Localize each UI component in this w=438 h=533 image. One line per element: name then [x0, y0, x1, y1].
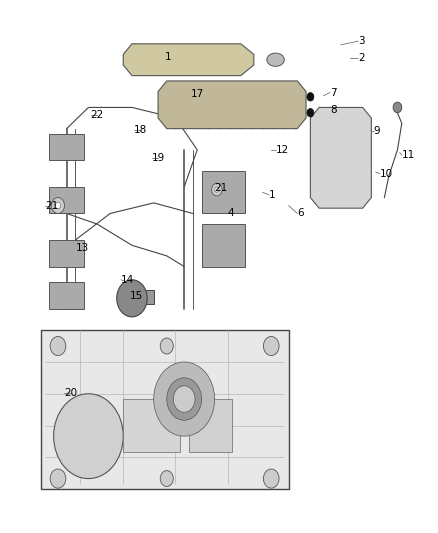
Text: 14: 14 [121, 274, 134, 285]
Circle shape [215, 187, 219, 192]
Text: 7: 7 [330, 87, 337, 98]
Text: 10: 10 [380, 169, 393, 179]
Bar [201, 224, 245, 266]
Circle shape [55, 203, 60, 209]
Text: 17: 17 [191, 89, 204, 99]
Text: 11: 11 [402, 150, 415, 160]
Circle shape [393, 102, 402, 113]
Bar [49, 187, 84, 214]
Circle shape [173, 386, 195, 413]
Circle shape [160, 471, 173, 487]
Circle shape [263, 336, 279, 356]
Circle shape [117, 280, 147, 317]
Text: 1: 1 [269, 190, 276, 200]
Bar [49, 134, 84, 160]
Bar [49, 240, 84, 266]
Text: 18: 18 [134, 125, 147, 135]
Polygon shape [158, 81, 306, 128]
Circle shape [53, 394, 123, 479]
Text: 4: 4 [228, 208, 234, 219]
Text: 8: 8 [330, 105, 337, 115]
Text: 22: 22 [91, 110, 104, 120]
Text: 13: 13 [75, 243, 88, 253]
Bar [201, 171, 245, 214]
Circle shape [51, 198, 64, 214]
Text: 2: 2 [358, 53, 365, 63]
Ellipse shape [267, 53, 284, 66]
Bar [119, 290, 154, 304]
Circle shape [160, 338, 173, 354]
Text: 19: 19 [152, 153, 165, 163]
Text: 6: 6 [297, 208, 304, 219]
Text: 12: 12 [276, 145, 289, 155]
Text: 3: 3 [358, 36, 365, 46]
Text: 21: 21 [45, 200, 58, 211]
Circle shape [263, 469, 279, 488]
Circle shape [212, 183, 222, 196]
Circle shape [154, 362, 215, 436]
Circle shape [50, 469, 66, 488]
Text: 1: 1 [165, 52, 171, 62]
Bar [188, 399, 232, 452]
Text: 21: 21 [214, 183, 227, 193]
Bar [49, 282, 84, 309]
Polygon shape [123, 44, 254, 76]
Circle shape [50, 336, 66, 356]
Text: 9: 9 [374, 126, 380, 136]
Polygon shape [41, 330, 289, 489]
Polygon shape [311, 108, 371, 208]
Circle shape [307, 93, 314, 101]
Circle shape [167, 378, 201, 420]
Text: 15: 15 [130, 290, 143, 301]
Bar [123, 399, 180, 452]
Circle shape [307, 109, 314, 117]
Text: 20: 20 [64, 387, 78, 398]
